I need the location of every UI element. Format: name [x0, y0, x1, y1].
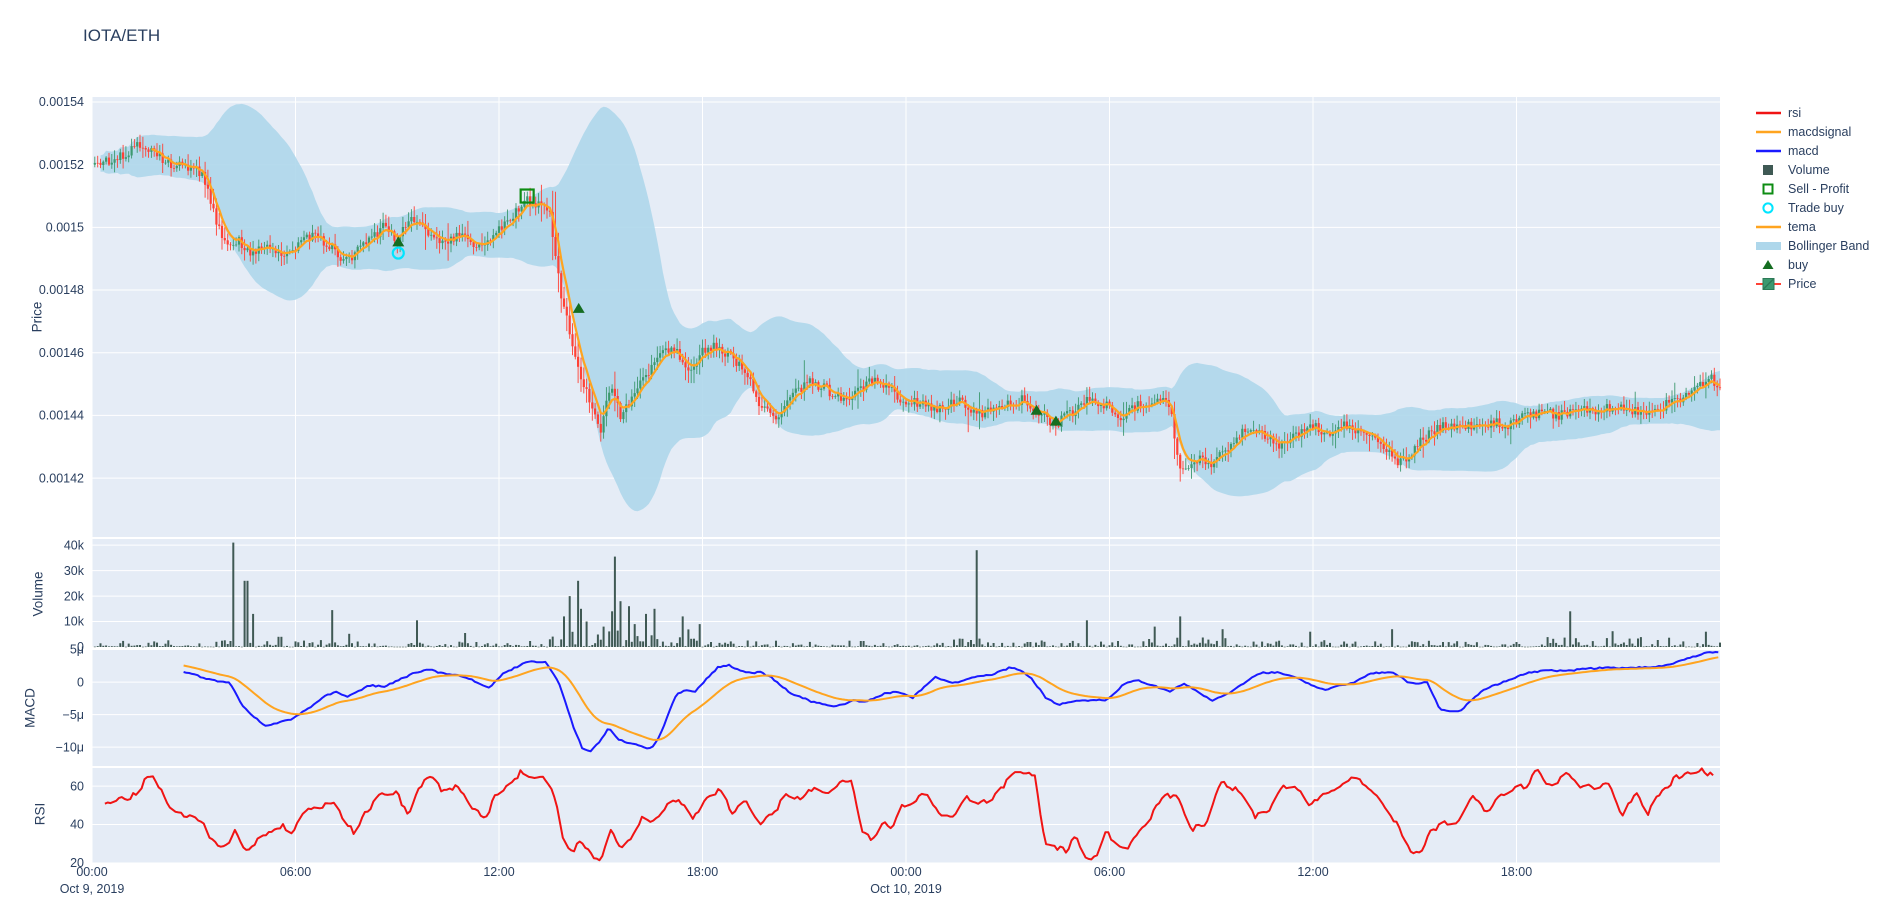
x-tick-label: 18:00 — [687, 865, 718, 879]
legend-item-label: Trade buy — [1788, 200, 1844, 215]
legend-item-sell-profit[interactable]: Sell - Profit — [1754, 179, 1869, 198]
line-swatch-icon — [1754, 106, 1784, 120]
trade-markers — [391, 188, 1062, 426]
legend-item-volume[interactable]: Volume — [1754, 160, 1869, 179]
macd-panel[interactable] — [91, 649, 1720, 766]
rsi-axis-title: RSI — [32, 802, 48, 826]
sell-profit-marker[interactable] — [519, 188, 535, 204]
volume-axis-title: Volume — [30, 571, 46, 617]
x-tick-label: 12:00 — [1297, 865, 1328, 879]
buy-marker[interactable] — [1030, 404, 1043, 415]
x-tick-label: 12:00 — [483, 865, 514, 879]
triangle-swatch-icon — [1754, 258, 1784, 272]
macd-lines — [183, 651, 1719, 753]
tema-line — [151, 148, 1721, 465]
y-tick-label: 5μ — [70, 643, 84, 657]
legend-item-buy[interactable]: buy — [1754, 255, 1869, 274]
x-tick-label: 00:00 — [890, 865, 921, 879]
x-tick-label: 06:00 — [280, 865, 311, 879]
legend-item-label: Sell - Profit — [1788, 181, 1850, 196]
candle-swatch-icon — [1754, 277, 1784, 291]
y-tick-label: 60 — [70, 779, 84, 793]
band-swatch-icon — [1754, 239, 1784, 253]
legend-item-macdsignal[interactable]: macdsignal — [1754, 122, 1869, 141]
y-tick-label: 0.00148 — [39, 283, 84, 297]
bollinger-band — [100, 103, 1720, 512]
y-tick-label: 0.0015 — [46, 221, 84, 235]
y-tick-label: 20 — [70, 856, 84, 870]
circle-open-swatch-icon — [1754, 201, 1784, 215]
line-swatch-icon — [1754, 220, 1784, 234]
y-tick-label: 0 — [77, 675, 84, 689]
page-title: IOTA/ETH — [83, 26, 161, 45]
y-tick-label: 0 — [77, 640, 84, 654]
legend-item-rsi[interactable]: rsi — [1754, 103, 1869, 122]
legend-item-label: macdsignal — [1788, 124, 1852, 139]
y-tick-label: 20k — [64, 589, 85, 603]
y-tick-label: −10μ — [56, 740, 84, 754]
buy-marker[interactable] — [572, 302, 585, 313]
legend-item-label: buy — [1788, 257, 1809, 272]
legend-item-label: tema — [1788, 219, 1816, 234]
square-open-swatch-icon — [1754, 182, 1784, 196]
price-axis-title: Price — [29, 301, 45, 333]
legend-item-label: Price — [1788, 276, 1817, 291]
legend-item-label: Bollinger Band — [1788, 238, 1870, 253]
y-tick-label: 30k — [64, 564, 85, 578]
y-tick-label: 0.00144 — [39, 409, 84, 423]
line-swatch-icon — [1754, 125, 1784, 139]
legend-item-label: rsi — [1788, 105, 1802, 120]
legend-item-label: Volume — [1788, 162, 1830, 177]
y-tick-label: 10k — [64, 615, 85, 629]
x-date-label: Oct 9, 2019 — [60, 882, 125, 896]
buy-marker[interactable] — [392, 236, 405, 247]
rsi-panel[interactable] — [91, 768, 1720, 864]
legend-item-price[interactable]: Price — [1754, 274, 1869, 293]
y-tick-label: 0.00154 — [39, 95, 84, 109]
trade-buy-marker[interactable] — [391, 246, 405, 260]
y-tick-label: 0.00146 — [39, 346, 84, 360]
legend: rsi macdsignal macd Volume Sell - Profit Trad… — [1754, 103, 1869, 293]
y-tick-label: 0.00142 — [39, 471, 84, 485]
vol-panel[interactable] — [91, 539, 1720, 648]
buy-marker[interactable] — [1049, 415, 1062, 426]
y-tick-label: −5μ — [63, 708, 84, 722]
y-tick-label: 40k — [64, 538, 85, 552]
x-date-label: Oct 10, 2019 — [870, 882, 942, 896]
macdsignal-line — [183, 656, 1719, 741]
y-tick-label: 40 — [70, 818, 84, 832]
macd-line — [183, 651, 1719, 753]
legend-item-tema[interactable]: tema — [1754, 217, 1869, 236]
legend-item-trade-buy[interactable]: Trade buy — [1754, 198, 1869, 217]
legend-item-bollinger-band[interactable]: Bollinger Band — [1754, 236, 1869, 255]
x-tick-label: 00:00 — [76, 865, 107, 879]
volume-bars — [93, 542, 1721, 648]
legend-item-macd[interactable]: macd — [1754, 141, 1869, 160]
macd-axis-title: MACD — [22, 688, 38, 728]
line-swatch-icon — [1754, 144, 1784, 158]
y-tick-label: 0.00152 — [39, 158, 84, 172]
legend-item-label: macd — [1788, 143, 1819, 158]
x-tick-label: 18:00 — [1501, 865, 1532, 879]
axis-ticks: 0.00154 0.00152 0.0015 0.00148 0.00146 0.0014… — [39, 95, 1532, 896]
square-swatch-icon — [1754, 163, 1784, 177]
x-tick-label: 06:00 — [1094, 865, 1125, 879]
rsi-line — [104, 767, 1714, 862]
